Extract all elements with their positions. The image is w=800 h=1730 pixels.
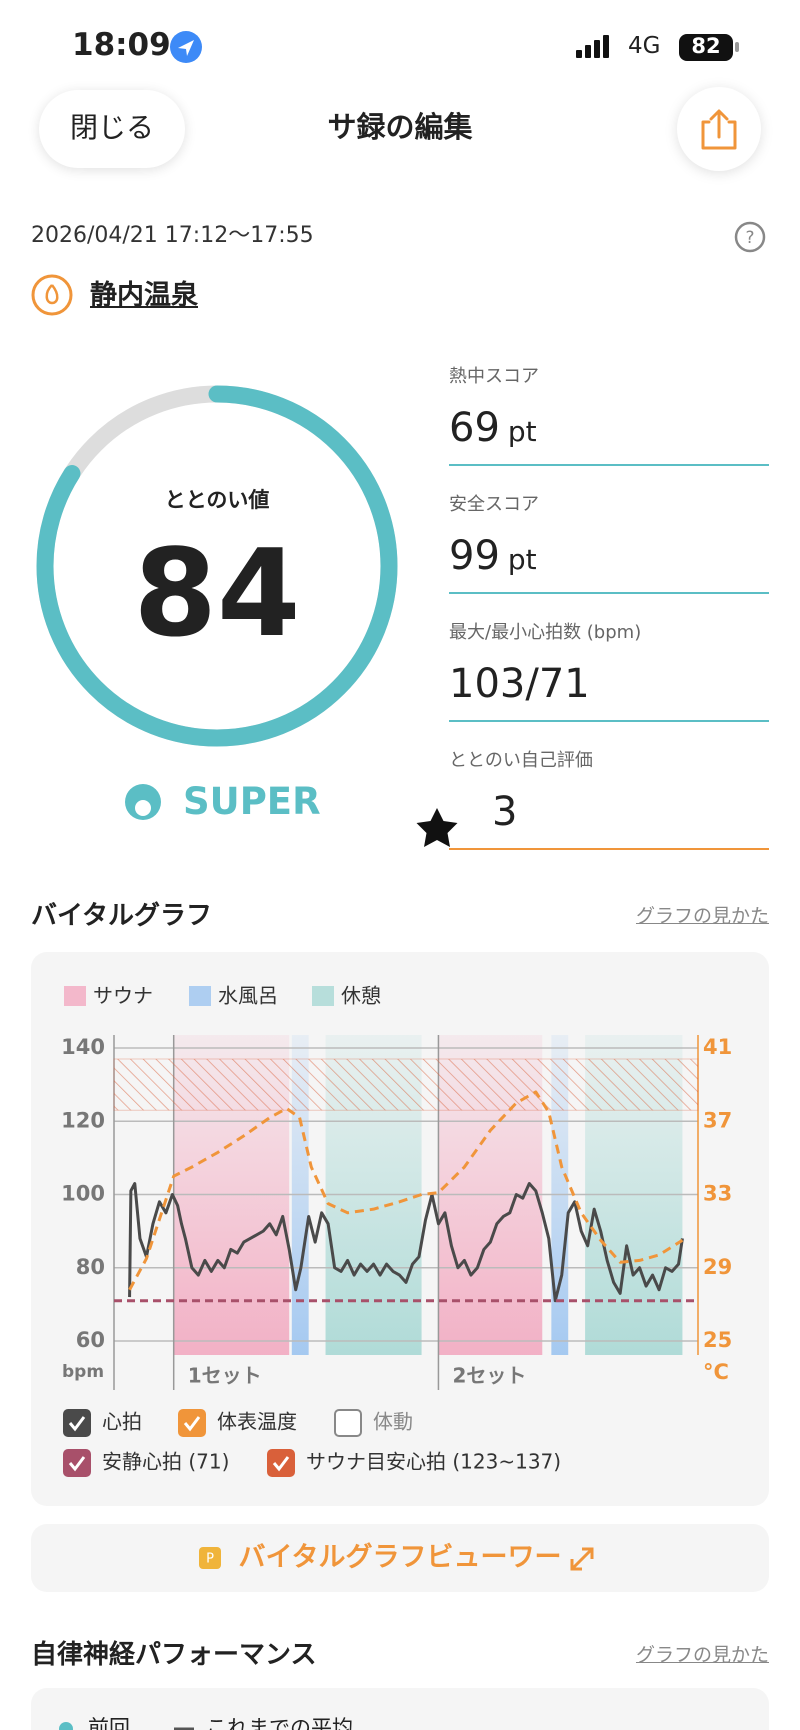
expand-icon: [570, 1547, 594, 1571]
checkbox-label: 心拍: [102, 1410, 142, 1434]
y2-tick-label: 29: [703, 1255, 732, 1279]
series-line: [128, 1090, 684, 1291]
zone-swatch: [64, 986, 86, 1006]
help-link[interactable]: グラフの見かた: [635, 905, 769, 927]
share-icon: [701, 109, 737, 150]
zone-swatch: [312, 986, 334, 1006]
rank: SUPER: [183, 780, 321, 823]
checkmark: [68, 1416, 86, 1432]
battery-tip: [735, 42, 739, 52]
y-tick-label: 140: [61, 1035, 105, 1059]
set-label: 2セット: [452, 1364, 526, 1388]
battery-level: 82: [691, 34, 721, 58]
zone-swatch: [189, 986, 211, 1006]
help-icon[interactable]: [734, 221, 766, 253]
facility-icon: [31, 274, 73, 316]
close-button[interactable]: [39, 90, 185, 168]
y2-axis-label: °C: [703, 1360, 729, 1384]
help-link[interactable]: グラフの見かた: [635, 1644, 769, 1666]
zone-legend-label: 休憩: [341, 984, 381, 1008]
score-label: 熱中スコア: [449, 366, 539, 387]
y2-tick-label: 37: [703, 1108, 732, 1132]
checkbox-label: 体表温度: [217, 1410, 297, 1434]
section-title: バイタルグラフ: [31, 901, 212, 931]
y-tick-label: 60: [76, 1328, 105, 1352]
session-datetime: 2026/04/21 17:12〜17:55: [31, 223, 314, 248]
score-number: 103/71: [449, 661, 590, 707]
flame-icon: [45, 284, 59, 305]
network: 4G: [628, 33, 661, 59]
legend-label: 前回: [88, 1716, 130, 1730]
checkbox[interactable]: [63, 1409, 91, 1437]
target-band: [113, 1058, 699, 1111]
point-icon: [199, 1547, 221, 1569]
score-value: 69 pt: [449, 408, 537, 448]
score-value: 3: [492, 792, 517, 832]
signal-icon: [576, 35, 609, 58]
score-number: 3: [492, 789, 518, 835]
battery: [679, 34, 733, 61]
legend-label: これまでの平均: [206, 1716, 353, 1730]
series-line: [128, 1182, 684, 1303]
zone-legend-label: 水風呂: [218, 984, 278, 1008]
location-arrow: [178, 40, 194, 56]
y-axis-label: bpm: [62, 1362, 104, 1382]
y-tick-label: 120: [61, 1108, 105, 1132]
checkmark: [68, 1456, 86, 1472]
checkbox-label: 安静心拍 (71): [102, 1450, 229, 1474]
legend-dot: [59, 1722, 73, 1730]
viewer-button[interactable]: [31, 1524, 769, 1592]
checkbox-label: サウナ目安心拍 (123~137): [306, 1450, 561, 1474]
checkbox[interactable]: [178, 1409, 206, 1437]
y-tick-label: 80: [76, 1255, 105, 1279]
rank-face: [135, 800, 151, 816]
viewer-label[interactable]: バイタルグラフビューワー: [238, 1542, 562, 1573]
score-number: 69: [449, 405, 500, 451]
close-label[interactable]: 閉じる: [69, 111, 154, 144]
checkbox[interactable]: [334, 1409, 362, 1437]
score-label: 安全スコア: [449, 494, 539, 515]
zone-legend-label: サウナ: [93, 984, 153, 1008]
checkbox-label: 体動: [373, 1410, 413, 1434]
y2-tick-label: 41: [703, 1035, 732, 1059]
y2-tick-label: 33: [703, 1182, 732, 1206]
checkmark: [272, 1456, 290, 1472]
score-label: 最大/最小心拍数 (bpm): [449, 622, 642, 643]
section-title: 自律神経パフォーマンス: [31, 1640, 317, 1670]
checkbox[interactable]: [63, 1449, 91, 1477]
set-label: 1セット: [188, 1364, 262, 1388]
score-unit: pt: [507, 543, 537, 576]
star-icon: [416, 808, 458, 847]
page-title: サ録の編集: [327, 110, 473, 144]
score-unit: pt: [507, 415, 537, 448]
score-value: 103/71: [449, 664, 590, 704]
y-tick-label: 100: [61, 1182, 105, 1206]
checkmark: [183, 1416, 201, 1432]
facility-name[interactable]: 静内温泉: [90, 280, 198, 311]
gauge-value: 84: [133, 525, 301, 664]
score-number: 99: [449, 533, 500, 579]
clock: 18:09: [72, 27, 171, 63]
gauge-label: ととのい値: [164, 488, 270, 512]
y2-tick-label: 25: [703, 1328, 732, 1352]
checkbox[interactable]: [267, 1449, 295, 1477]
autonomic-card: [31, 1688, 769, 1730]
point-mark: P: [206, 1552, 214, 1567]
score-value: 99 pt: [449, 536, 537, 576]
score-label: ととのい自己評価: [449, 750, 593, 771]
help-mark: ?: [745, 228, 754, 248]
gauge-arc: [36, 385, 398, 747]
